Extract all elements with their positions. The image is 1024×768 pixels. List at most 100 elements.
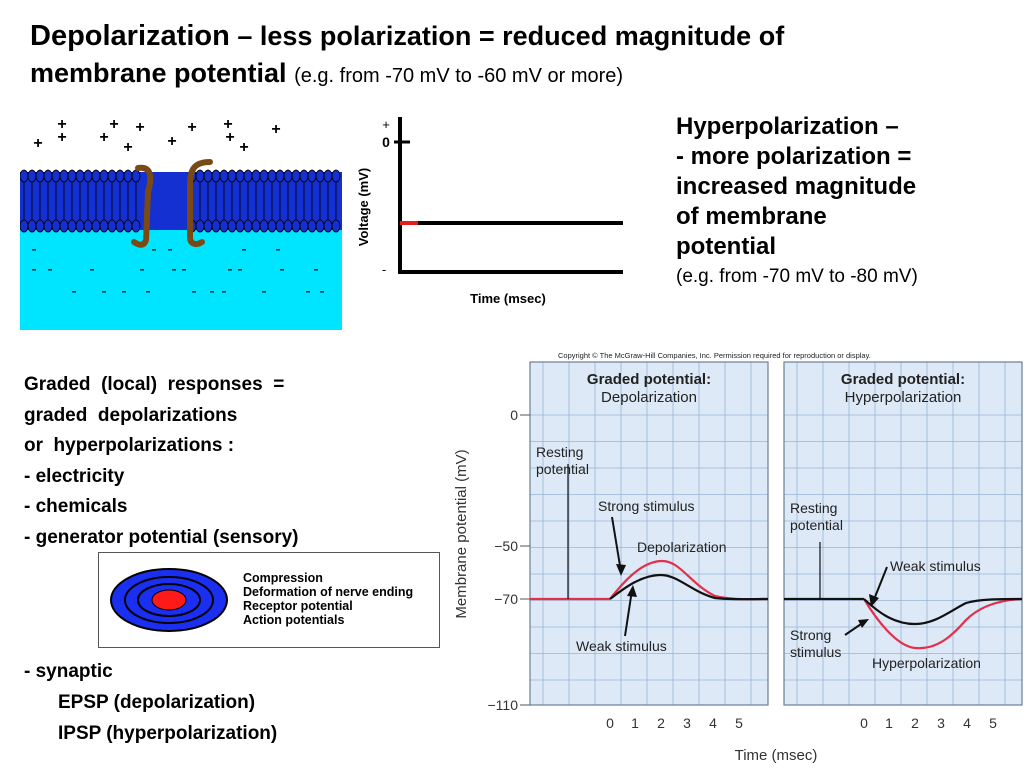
xtick-left-3: 3 <box>683 715 691 731</box>
list-item-electricity: - electricity <box>24 465 125 487</box>
ytick-0: 0 <box>510 407 518 423</box>
svg-text:-: - <box>305 283 310 300</box>
svg-text:+: + <box>167 133 176 150</box>
left-depolarization-label: Depolarization <box>637 539 727 555</box>
svg-text:+: + <box>99 129 108 146</box>
ipsp-item: IPSP (hyperpolarization) <box>58 723 278 744</box>
svg-text:-: - <box>319 283 324 300</box>
svg-text:-: - <box>227 261 232 278</box>
list-item-generator-potential: - generator potential (sensory) <box>24 526 299 548</box>
right-resting-label-1: Resting <box>790 500 837 516</box>
graded-line1: Graded (local) responses = <box>24 374 285 395</box>
right-hyperpolarization-label: Hyperpolarization <box>872 655 981 671</box>
hyper-dash: – <box>878 113 899 140</box>
hyper-line2: - more polarization = <box>676 143 912 170</box>
left-weak-stimulus-label: Weak stimulus <box>576 638 667 654</box>
epsp-item: EPSP (depolarization) <box>58 692 256 713</box>
right-resting-label-2: potential <box>790 517 843 533</box>
xtick-right-1: 1 <box>885 715 893 731</box>
receptor-figure: Compression Deformation of nerve ending … <box>98 552 440 648</box>
svg-text:-: - <box>121 283 126 300</box>
graded-responses-list: Graded (local) responses = graded depola… <box>24 370 424 553</box>
left-strong-arrow <box>611 516 622 573</box>
time-axis-label: Time (msec) <box>470 291 546 306</box>
svg-text:-: - <box>279 261 284 278</box>
svg-text:+: + <box>57 116 66 133</box>
left-resting-label-1: Resting <box>536 444 583 460</box>
xticks-right: 0 1 2 3 4 5 <box>860 715 997 731</box>
svg-text:+: + <box>135 119 144 136</box>
svg-text:+: + <box>187 119 196 136</box>
time-msec-axis-label: Time (msec) <box>735 747 818 764</box>
grid-left <box>530 362 768 705</box>
xtick-left-4: 4 <box>709 715 717 731</box>
title-membrane-potential: membrane potential <box>30 58 287 88</box>
svg-text:-: - <box>47 261 52 278</box>
right-strong-stimulus-label-1: Strong <box>790 627 831 643</box>
svg-text:+: + <box>239 139 248 156</box>
ytick-minus70: −70 <box>494 591 518 607</box>
svg-text:-: - <box>275 241 280 258</box>
svg-text:+: + <box>57 129 66 146</box>
svg-text:-: - <box>313 261 318 278</box>
ytick-minus110: −110 <box>488 697 519 713</box>
title-depolarization: Depolarization <box>30 20 230 52</box>
copyright-notice: Copyright © The McGraw-Hill Companies, I… <box>558 351 871 360</box>
hyperpolarization-definition: Hyperpolarization – - more polarization … <box>676 112 1016 292</box>
svg-text:-: - <box>181 261 186 278</box>
svg-text:-: - <box>151 241 156 258</box>
svg-text:-: - <box>221 283 226 300</box>
svg-text:-: - <box>145 283 150 300</box>
charges: + + + + ++ ++ + + ++ +- - - - -- - - - - - - - - -- - - - - - - - - - <box>31 116 324 300</box>
ytick-minus50: −50 <box>494 538 518 554</box>
tick-minus: - <box>382 262 386 277</box>
left-panel-title: Graded potential: <box>587 371 711 388</box>
hyper-example: (e.g. from -70 mV to -80 mV) <box>676 266 918 287</box>
svg-text:-: - <box>209 283 214 300</box>
hyper-line3: increased magnitude <box>676 173 917 200</box>
svg-text:-: - <box>171 261 176 278</box>
voltage-graph: Voltage (mV) + 0 - Time (msec) <box>356 117 623 306</box>
xticks-left: 0 1 2 3 4 5 <box>606 715 743 731</box>
left-weak-curve <box>609 573 769 601</box>
svg-text:-: - <box>139 261 144 278</box>
svg-text:-: - <box>101 283 106 300</box>
voltage-axis-label: Voltage (mV) <box>356 168 371 247</box>
lipid-heads <box>20 169 341 233</box>
receptor-label-compression: Compression <box>243 571 323 585</box>
membrane-potential-axis-label: Membrane potential (mV) <box>453 449 470 618</box>
tick-zero: 0 <box>382 134 390 150</box>
pacinian-corpuscle-icon <box>110 568 228 632</box>
svg-text:-: - <box>31 261 36 278</box>
ion-channel-right <box>187 159 213 248</box>
right-strong-stimulus-label-2: stimulus <box>790 644 841 660</box>
right-weak-arrow <box>872 566 888 603</box>
svg-text:-: - <box>241 241 246 258</box>
right-panel-title: Graded potential: <box>841 371 965 388</box>
svg-text:+: + <box>271 121 280 138</box>
left-strong-stimulus-label: Strong stimulus <box>598 498 694 514</box>
ion-channel-left <box>131 164 154 248</box>
svg-text:+: + <box>123 139 132 156</box>
slide-title: Depolarization – less polarization = red… <box>30 18 1010 95</box>
synaptic-heading: - synaptic <box>24 661 113 682</box>
svg-text:-: - <box>237 261 242 278</box>
left-resting-label-2: potential <box>536 461 589 477</box>
right-weak-stimulus-label: Weak stimulus <box>890 558 981 574</box>
title-definition: – less polarization = reduced magnitude … <box>229 21 785 51</box>
hyper-line5: potential <box>676 233 776 260</box>
hyper-title: Hyperpolarization <box>676 113 879 140</box>
right-panel-subtitle: Hyperpolarization <box>845 389 962 406</box>
panel-hyperpolarization <box>783 361 1023 706</box>
svg-text:-: - <box>167 241 172 258</box>
xtick-left-0: 0 <box>606 715 614 731</box>
intracellular-space <box>20 230 342 330</box>
svg-text:-: - <box>89 261 94 278</box>
membrane-figure: + + + + ++ ++ + + ++ +- - - - -- - - - - - - - - -- - - - - - - - - - <box>20 112 342 330</box>
tick-plus: + <box>382 117 390 132</box>
synaptic-list: - synaptic EPSP (depolarization) IPSP (h… <box>24 656 424 749</box>
graded-potential-figure: Copyright © The McGraw-Hill Companies, I… <box>453 351 1023 764</box>
xtick-right-3: 3 <box>937 715 945 731</box>
left-weak-arrow <box>624 589 633 637</box>
right-strong-curve <box>863 597 1023 650</box>
